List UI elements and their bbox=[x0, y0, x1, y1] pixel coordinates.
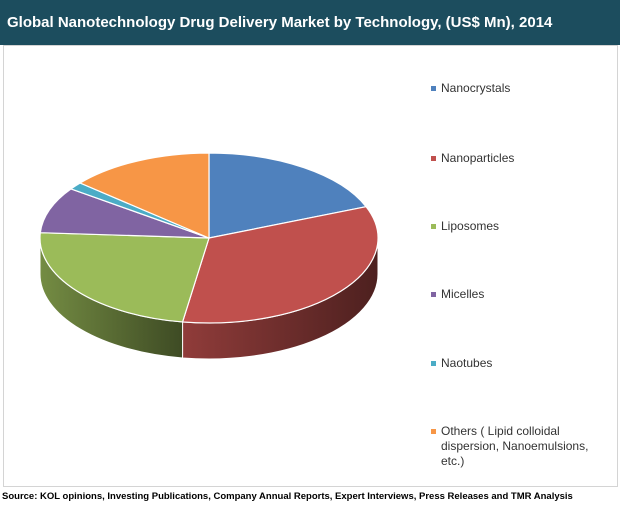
chart-title: Global Nanotechnology Drug Delivery Mark… bbox=[7, 14, 553, 31]
legend-label: Liposomes bbox=[441, 219, 500, 233]
legend-item: Naotubes bbox=[431, 356, 611, 371]
legend-swatch bbox=[431, 86, 436, 91]
legend-label: Others ( Lipid colloidal dispersion, Nan… bbox=[441, 424, 589, 468]
pie-slice-nanocrystals bbox=[208, 152, 368, 239]
legend-label: Micelles bbox=[441, 287, 485, 301]
source-note: Source: KOL opinions, Investing Publicat… bbox=[2, 491, 573, 502]
legend-item: Micelles bbox=[431, 287, 611, 302]
legend-item: Others ( Lipid colloidal dispersion, Nan… bbox=[431, 424, 611, 469]
legend-swatch bbox=[431, 429, 436, 434]
pie-chart bbox=[39, 152, 379, 360]
legend-item: Nanocrystals bbox=[431, 81, 611, 96]
pie-slice-others bbox=[78, 152, 210, 239]
legend-swatch bbox=[431, 361, 436, 366]
legend-swatch bbox=[431, 292, 436, 297]
legend-swatch bbox=[431, 224, 436, 229]
pie-slice-nanoparticles bbox=[181, 206, 379, 324]
legend-swatch bbox=[431, 156, 436, 161]
pie-slice-liposomes bbox=[39, 232, 210, 323]
legend-item: Liposomes bbox=[431, 219, 611, 234]
legend-label: Nanocrystals bbox=[441, 81, 511, 95]
legend-label: Nanoparticles bbox=[441, 151, 515, 165]
chart-title-bar: Global Nanotechnology Drug Delivery Mark… bbox=[0, 0, 620, 45]
legend-item: Nanoparticles bbox=[431, 151, 611, 166]
chart-area: Nanocrystals Nanoparticles Liposomes Micell… bbox=[3, 45, 618, 487]
pie-slice-micelles bbox=[39, 188, 210, 239]
legend-label: Naotubes bbox=[441, 356, 493, 370]
